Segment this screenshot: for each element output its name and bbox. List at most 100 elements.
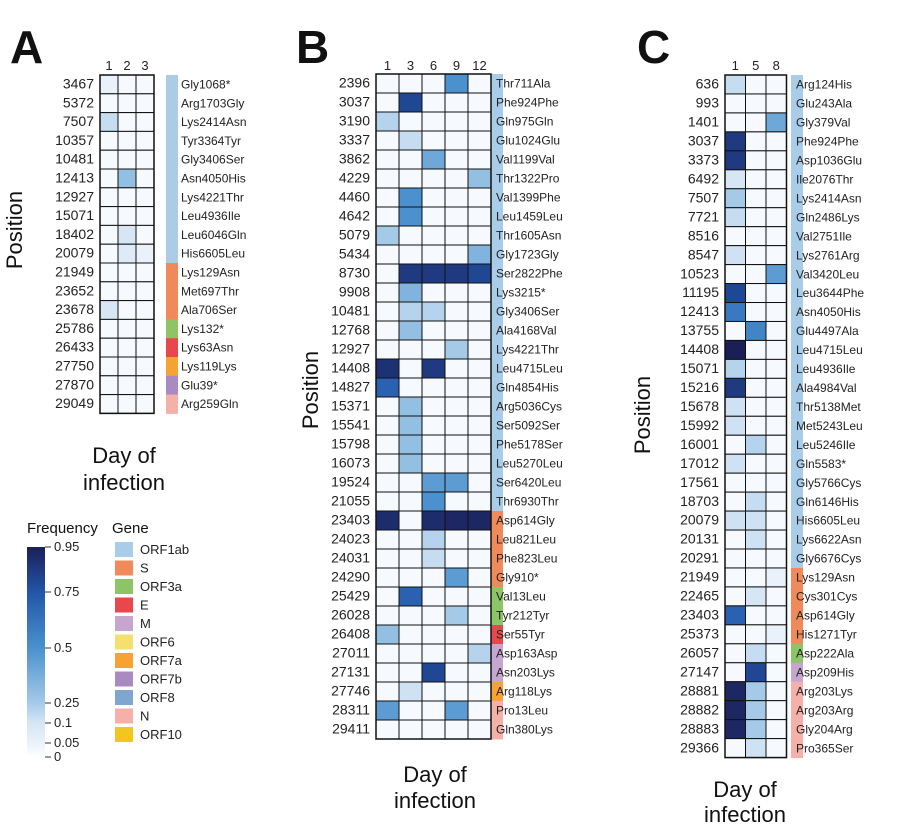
- heatmap-cell: [421, 92, 446, 113]
- mutation-label: Leu4936Ile: [796, 362, 856, 376]
- position-label: 25429: [331, 588, 370, 604]
- heatmap-cell: [375, 491, 400, 512]
- heatmap-cell: [765, 169, 787, 190]
- gene-bar-segment: [791, 435, 803, 455]
- heatmap-cell: [765, 74, 787, 95]
- heatmap-cell: [765, 529, 787, 550]
- position-label: 25786: [55, 320, 94, 336]
- gene-bar-segment: [791, 112, 803, 133]
- mutation-label: Ala4984Val: [796, 381, 857, 395]
- mutation-label: Lys2414Asn: [181, 115, 247, 129]
- gene-bar-segment: [491, 682, 503, 702]
- position-label: 24031: [331, 550, 370, 566]
- heatmap-cell: [99, 300, 119, 320]
- position-label: 1401: [688, 114, 719, 130]
- heatmap-cell: [765, 377, 787, 398]
- mutation-label: Arg124His: [796, 78, 852, 92]
- heatmap-cell: [765, 283, 787, 304]
- mutation-label: Phe924Phe: [796, 135, 859, 149]
- gene-name: ORF1ab: [140, 542, 189, 557]
- mutation-label: Tyr212Tyr: [496, 609, 549, 623]
- gene-bar-segment: [791, 473, 803, 493]
- heatmap-cell: [375, 263, 400, 284]
- gene-bar-segment: [491, 340, 503, 360]
- heatmap-cell: [467, 624, 492, 645]
- heatmap-cell: [765, 188, 787, 209]
- mutation-label: Thr1322Pro: [496, 172, 560, 186]
- gene-bar-segment: [491, 587, 503, 607]
- position-label: 17561: [680, 474, 719, 490]
- gene-bar-segment: [791, 643, 803, 664]
- x-axis-label-line1: Day of: [92, 443, 156, 468]
- heatmap-cell: [765, 700, 787, 721]
- mutation-label: Lys119Lys: [181, 360, 237, 374]
- gene-bar-segment: [791, 605, 803, 626]
- gene-bar-segment: [791, 321, 803, 341]
- mutation-label: Gly6676Cys: [796, 552, 861, 566]
- mutation-label: Lys6622Asn: [796, 533, 862, 547]
- heatmap-cell: [117, 281, 137, 302]
- heatmap-cell: [375, 510, 400, 531]
- mutation-label: Lys2761Arg: [796, 248, 860, 262]
- heatmap-cell: [467, 187, 492, 208]
- gene-bar-segment: [791, 700, 803, 721]
- mutation-label: Gln2486Lys: [796, 210, 860, 224]
- heatmap-cell: [745, 188, 767, 209]
- heatmap-cell: [467, 149, 492, 170]
- heatmap-cell: [724, 491, 746, 512]
- heatmap-cell: [99, 262, 119, 283]
- gene-bar-segment: [791, 511, 803, 531]
- heatmap-cell: [375, 586, 400, 607]
- heatmap-cell: [398, 187, 423, 208]
- heatmap-cell: [135, 187, 155, 208]
- position-label: 29049: [55, 395, 94, 411]
- heatmap-cell: [375, 377, 400, 398]
- heatmap-cell: [117, 375, 137, 396]
- gene-bar-segment: [491, 511, 503, 531]
- heatmap-cell: [444, 187, 469, 208]
- gene-swatch: [115, 597, 133, 613]
- mutation-label: Leu4715Leu: [796, 343, 863, 357]
- heatmap-cell: [724, 719, 746, 740]
- heatmap-cell: [745, 150, 767, 171]
- position-label: 10523: [680, 265, 719, 281]
- scale-tick-label: 0: [54, 749, 61, 764]
- mutation-label: Ile2076Thr: [796, 172, 853, 186]
- gene-bar-segment: [491, 492, 503, 512]
- position-label: 26028: [331, 607, 370, 623]
- heatmap-cell: [724, 472, 746, 493]
- heatmap-cell: [745, 548, 767, 569]
- gene-bar-segment: [166, 131, 178, 151]
- gene-bar-segment: [166, 187, 178, 208]
- position-label: 3373: [688, 151, 719, 167]
- heatmap-cell: [375, 719, 400, 740]
- heatmap-cell: [444, 719, 469, 740]
- heatmap-cell: [745, 339, 767, 360]
- heatmap-cell: [444, 339, 469, 360]
- heatmap-cell: [724, 453, 746, 474]
- heatmap-cell: [467, 168, 492, 189]
- day-tick-label: 8: [773, 58, 780, 73]
- heatmap-cell: [745, 226, 767, 247]
- mutation-label: Lys129Asn: [181, 266, 240, 280]
- x-axis-label-line2: infection: [704, 802, 786, 827]
- day-tick-label: 1: [105, 58, 112, 73]
- mutation-label: Pro365Ser: [796, 741, 853, 755]
- mutation-label: Arg203Arg: [796, 703, 853, 717]
- x-axis-label-line1: Day of: [403, 762, 467, 787]
- mutation-label: Phe924Phe: [496, 96, 559, 110]
- gene-bar-segment: [791, 416, 803, 436]
- gene-bar-segment: [491, 397, 503, 417]
- heatmap-cell: [421, 377, 446, 398]
- heatmap-cell: [398, 681, 423, 702]
- gene-bar-segment: [791, 378, 803, 398]
- heatmap-cell: [444, 358, 469, 379]
- heatmap-cell: [745, 738, 767, 759]
- heatmap-cell: [765, 624, 787, 645]
- heatmap-cell: [99, 243, 119, 264]
- position-label: 3037: [688, 133, 719, 149]
- position-label: 27746: [331, 683, 370, 699]
- gene-bar-segment: [791, 662, 803, 683]
- gene-bar-segment: [166, 319, 178, 339]
- heatmap-cell: [398, 548, 423, 569]
